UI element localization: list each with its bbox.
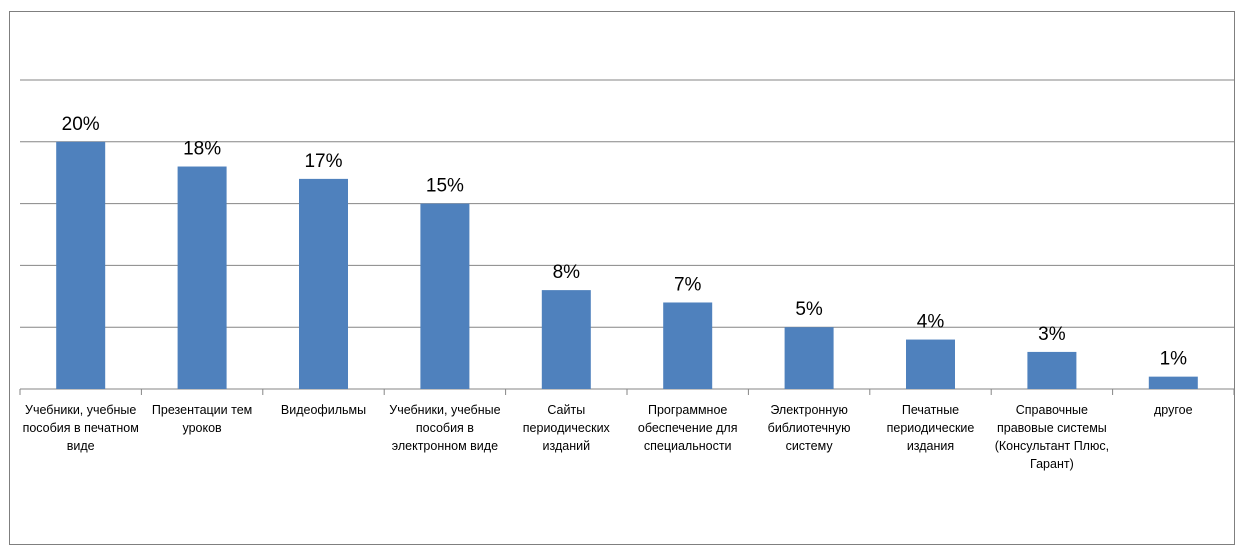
bar [177,166,227,389]
bar [541,290,591,389]
x-axis [19,389,1235,395]
data-label: 15% [426,176,464,197]
category-label: Печатные периодические издания [886,403,975,453]
category-label: Программное обеспечение для специальност… [637,403,738,453]
category-label: Справочные правовые системы (Консультант… [994,403,1110,471]
bar [663,302,713,389]
data-label: 8% [553,262,581,283]
category-label: Видеофильмы [280,403,367,417]
data-label: 3% [1038,324,1066,345]
bar [56,141,106,389]
bar [906,339,955,389]
category-label: Учебники, учебные пособия в электронном … [389,403,501,453]
bar [299,178,348,389]
category-label: Сайты периодических изданий [522,403,610,453]
bar [1027,351,1077,389]
data-label: 4% [917,312,945,333]
data-label: 17% [304,151,342,172]
category-label: Презентации тем уроков [151,403,253,435]
category-label: Электронную библиотечную систему [767,403,851,453]
bar [784,327,834,389]
bars [56,141,1198,389]
data-label: 1% [1160,349,1188,370]
category-label: другое [1154,403,1193,417]
data-label: 18% [183,139,221,160]
data-label: 20% [62,114,100,135]
category-label: Учебники, учебные пособия в печатном вид… [22,403,139,453]
bar [420,203,470,389]
data-label: 5% [795,299,823,320]
data-label: 7% [674,274,702,295]
data-labels: 20% 18% 17% 15% 8% 7% 5% 4% 3% 1% [62,114,1187,370]
bar [1148,376,1198,389]
